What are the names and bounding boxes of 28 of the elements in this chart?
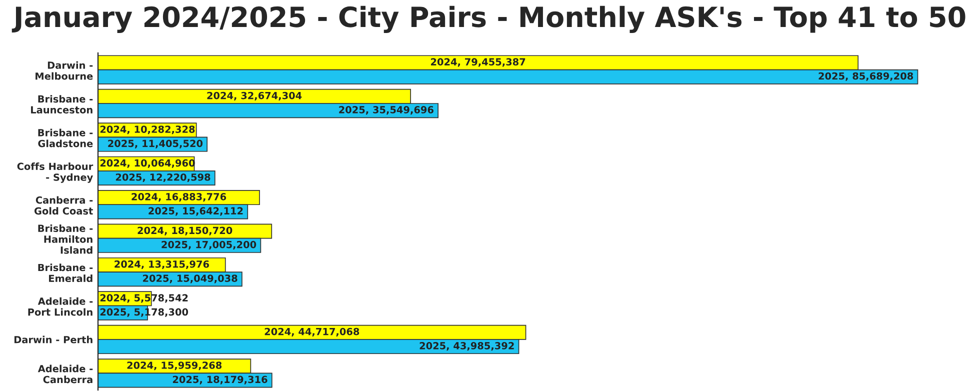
- y-tick-label: Brisbane - Gladstone: [38, 128, 93, 148]
- y-tick-label: Canberra - Gold Coast: [34, 196, 93, 215]
- y-tick-label: Brisbane - Hamilton Island: [38, 224, 93, 254]
- data-label: 2025, 43,985,392: [420, 342, 514, 351]
- data-label: 2025, 18,179,316: [172, 376, 268, 384]
- y-tick-label: Coffs Harbour - Sydney: [17, 162, 94, 183]
- data-label: 2024, 79,455,387: [430, 58, 526, 67]
- data-label: 2024, 44,717,068: [264, 328, 360, 336]
- data-label: 2025, 35,549,696: [339, 106, 434, 115]
- y-tick-label: Adelaide - Canberra: [38, 364, 93, 384]
- data-label: 2024, 18,150,720: [138, 226, 232, 236]
- data-label: 2024, 16,883,776: [132, 193, 226, 202]
- data-label: 2024, 15,959,268: [127, 362, 222, 370]
- y-tick-label: Brisbane - Launceston: [31, 95, 93, 114]
- data-label: 2024, 10,282,328: [100, 126, 195, 134]
- y-tick-label: Adelaide - Port Lincoln: [28, 297, 93, 316]
- data-label: 2025, 85,689,208: [818, 72, 914, 81]
- y-tick-label: Darwin - Perth: [14, 336, 92, 344]
- data-label: 2025, 15,049,038: [142, 274, 238, 284]
- y-tick-label: Brisbane - Emerald: [38, 264, 93, 282]
- data-label: 2024, 32,674,304: [207, 92, 302, 100]
- data-label: 2024, 13,315,976: [114, 260, 209, 270]
- data-label: 2025, 12,220,598: [116, 173, 210, 182]
- y-tick-label: Darwin - Melbourne: [36, 61, 93, 80]
- data-label: 2025, 17,005,200: [162, 240, 256, 250]
- chart-title: January 2024/2025 - City Pairs - Monthly ASK's - Top 41 to 50: [12, 6, 966, 33]
- data-label: 2025, 11,405,520: [108, 140, 203, 148]
- data-label: 2025, 15,642,112: [148, 207, 243, 216]
